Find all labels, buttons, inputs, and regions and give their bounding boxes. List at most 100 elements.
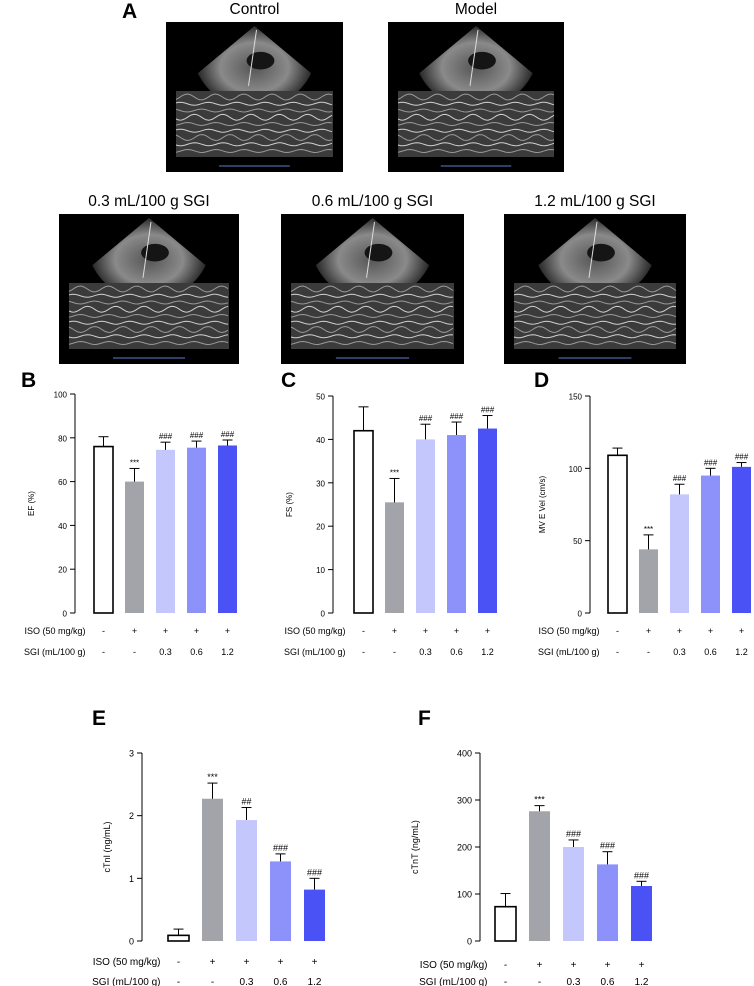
iso-value: +: [708, 626, 713, 636]
bar: [167, 934, 190, 942]
echo-title-sgi-1-2: 1.2 mL/100 g SGI: [534, 193, 656, 210]
iso-value: +: [423, 626, 428, 636]
iso-value: -: [504, 960, 507, 971]
y-tick-label: 2: [129, 811, 134, 821]
iso-value: +: [244, 957, 250, 968]
iso-value: +: [677, 626, 682, 636]
sgi-row-label: SGI (mL/100 g): [419, 977, 487, 986]
y-tick-label: 50: [573, 537, 582, 546]
iso-value: +: [537, 960, 543, 971]
bar: [494, 905, 517, 942]
significance-label: ###: [159, 432, 173, 441]
iso-row-label: ISO (50 mg/kg): [93, 957, 161, 968]
significance-label: ***: [130, 458, 139, 467]
sgi-value: 0.3: [673, 647, 686, 657]
sgi-value: 0.6: [601, 977, 615, 986]
echocardiogram-image: [504, 214, 686, 364]
bar: [607, 454, 628, 614]
bar: [597, 864, 618, 941]
bar: [478, 428, 497, 613]
y-tick-label: 400: [457, 749, 472, 759]
y-tick-label: 30: [316, 479, 325, 488]
echocardiogram-image: [281, 214, 464, 364]
iso-value: +: [194, 626, 199, 636]
significance-label: ###: [673, 474, 687, 483]
significance-label: ###: [735, 453, 749, 462]
sgi-value: 0.3: [419, 647, 432, 657]
significance-label: ###: [307, 867, 322, 877]
significance-label: ###: [634, 870, 649, 880]
bar: [529, 811, 550, 941]
y-tick-label: 100: [457, 890, 472, 900]
bar: [732, 466, 751, 613]
echo-render: [397, 26, 555, 167]
sgi-value: 1.2: [735, 647, 748, 657]
iso-value: +: [571, 960, 577, 971]
bar: [156, 449, 175, 613]
sgi-row-label: SGI (mL/100 g): [538, 647, 600, 657]
significance-label: ###: [221, 430, 235, 439]
panel-label-d: D: [534, 369, 550, 392]
significance-label: ###: [704, 458, 718, 467]
chart-ctni: 0 1 2 3 cTnI (ng/mL) - - *** + - ## +0.3 ### +0.6 ### +…: [92, 749, 325, 986]
y-tick-label: 40: [316, 436, 325, 445]
echocardiogram-image: [388, 22, 564, 172]
sgi-value: -: [393, 647, 396, 657]
iso-value: +: [210, 957, 216, 968]
sgi-value: -: [102, 647, 105, 657]
y-axis-label: cTnT (ng/mL): [410, 820, 420, 874]
echo-render: [68, 218, 229, 359]
y-tick-label: 0: [578, 610, 583, 619]
iso-value: -: [177, 957, 180, 968]
significance-label: ###: [481, 406, 495, 415]
bar: [670, 494, 689, 613]
iso-value: +: [605, 960, 611, 971]
chart-fs: 0 10 20 30 40 50 FS (%) - - *** + - ### +0.3 ### +0.6 ##…: [284, 393, 497, 657]
bar: [218, 445, 237, 613]
significance-label: ***: [207, 772, 218, 782]
y-tick-label: 0: [467, 937, 472, 947]
panel-label-c: C: [281, 369, 297, 392]
echo-render: [175, 26, 333, 167]
y-tick-label: 1: [129, 874, 134, 884]
y-tick-label: 200: [457, 843, 472, 853]
panel-label-a: A: [122, 0, 138, 23]
iso-value: -: [102, 626, 105, 636]
iso-value: -: [616, 626, 619, 636]
y-tick-label: 0: [63, 610, 68, 619]
bar: [416, 439, 435, 613]
bar: [353, 429, 374, 614]
echo-title-sgi-0-3: 0.3 mL/100 g SGI: [88, 193, 210, 210]
echocardiogram-image: [166, 22, 343, 172]
iso-value: -: [362, 626, 365, 636]
sgi-value: 0.3: [567, 977, 581, 986]
significance-label: ##: [241, 797, 251, 807]
iso-value: +: [485, 626, 490, 636]
bar: [631, 886, 652, 941]
sgi-value: -: [616, 647, 619, 657]
y-tick-label: 300: [457, 796, 472, 806]
y-tick-label: 80: [58, 434, 67, 443]
panel-label-f: F: [418, 707, 431, 730]
sgi-value: 1.2: [221, 647, 234, 657]
bar: [304, 889, 325, 941]
bar: [639, 549, 658, 613]
sgi-value: -: [362, 647, 365, 657]
sgi-value: 0.6: [274, 977, 288, 986]
sgi-value: -: [504, 977, 507, 986]
y-axis-label: FS (%): [285, 492, 294, 517]
chart-ef: 0 20 40 60 80 100 EF (%) - - *** + - ### +0.3 ### +0.6 #…: [24, 391, 237, 657]
y-tick-label: 50: [316, 393, 325, 402]
significance-label: ###: [190, 431, 204, 440]
panel-label-b: B: [21, 369, 37, 392]
y-tick-label: 20: [316, 523, 325, 532]
echo-title-model: Model: [454, 1, 498, 18]
bar: [202, 798, 223, 941]
y-tick-label: 100: [54, 391, 68, 400]
iso-row-label: ISO (50 mg/kg): [24, 626, 85, 636]
iso-row-label: ISO (50 mg/kg): [420, 960, 488, 971]
iso-value: +: [639, 960, 645, 971]
y-tick-label: 100: [569, 465, 583, 474]
y-tick-label: 10: [316, 566, 325, 575]
